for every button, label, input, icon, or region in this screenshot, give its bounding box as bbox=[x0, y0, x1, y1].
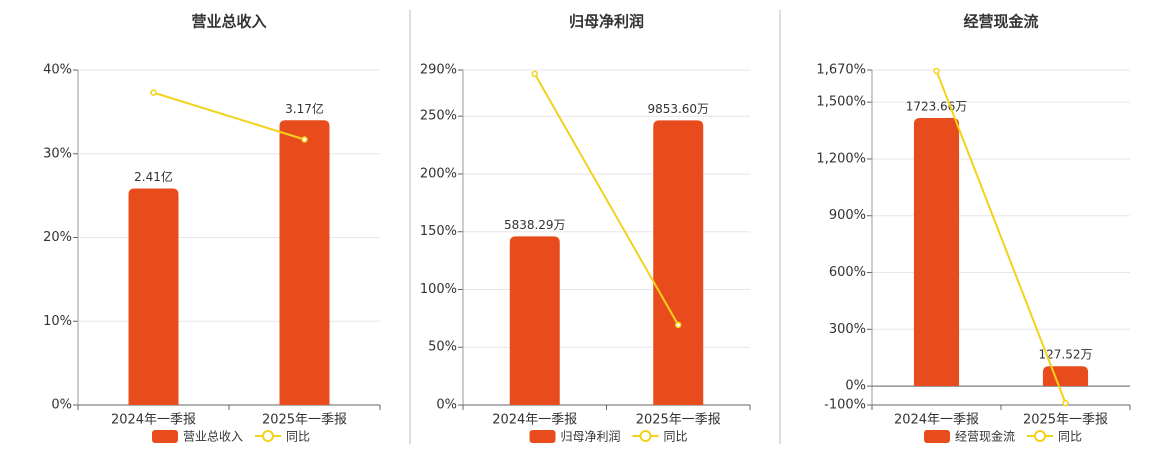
y-tick-label: 50% bbox=[428, 340, 457, 355]
bar bbox=[913, 117, 960, 387]
x-tick-label: 2025年一季报 bbox=[636, 413, 721, 428]
line-point bbox=[301, 136, 308, 143]
data-label: 1723.66万 bbox=[906, 99, 968, 113]
legend-swatch bbox=[529, 430, 556, 443]
y-tick-label: 40% bbox=[43, 63, 72, 78]
y-tick-label: 0% bbox=[845, 379, 866, 394]
legend-swatch bbox=[152, 430, 178, 443]
y-tick-label: 150% bbox=[420, 224, 457, 239]
x-tick-label: 2025年一季报 bbox=[262, 413, 347, 428]
x-tick-label: 2025年一季报 bbox=[1023, 413, 1108, 428]
legend-label: 营业总收入 bbox=[183, 430, 243, 444]
line-point bbox=[675, 321, 682, 329]
y-tick-label: 600% bbox=[829, 265, 866, 280]
data-label: 3.17亿 bbox=[285, 101, 324, 116]
bar bbox=[1042, 366, 1089, 387]
data-label: 9853.60万 bbox=[647, 102, 709, 116]
line-point bbox=[933, 67, 940, 75]
y-tick-label: 20% bbox=[43, 230, 72, 245]
y-tick-label: 900% bbox=[829, 208, 866, 223]
x-tick-label: 2024年一季报 bbox=[492, 413, 577, 428]
bar bbox=[128, 188, 179, 405]
legend-label: 同比 bbox=[1058, 430, 1082, 444]
chart-title: 营业总收入 bbox=[191, 13, 266, 31]
chart-title: 归母净利润 bbox=[569, 13, 644, 31]
chart-title: 经营现金流 bbox=[963, 13, 1038, 31]
y-tick-label: 1,670% bbox=[816, 63, 866, 78]
data-label: 2.41亿 bbox=[134, 169, 173, 184]
legend-swatch bbox=[639, 430, 652, 442]
legend-swatch bbox=[1034, 430, 1047, 442]
data-label: 127.52万 bbox=[1039, 348, 1093, 362]
line bbox=[533, 73, 680, 326]
y-tick-label: 250% bbox=[420, 109, 457, 124]
legend-swatch bbox=[262, 430, 275, 442]
bar bbox=[509, 236, 560, 405]
data-label: 5838.29万 bbox=[504, 218, 566, 232]
bar bbox=[653, 120, 704, 406]
legend-label: 同比 bbox=[286, 430, 310, 444]
y-tick-label: 200% bbox=[420, 166, 457, 181]
y-tick-label: -100% bbox=[824, 398, 866, 413]
bar bbox=[279, 120, 330, 405]
line bbox=[935, 70, 1067, 404]
legend-label: 归母净利润 bbox=[561, 430, 621, 444]
x-tick-label: 2024年一季报 bbox=[111, 413, 196, 428]
y-tick-label: 1,200% bbox=[816, 151, 866, 166]
line-point bbox=[1062, 399, 1069, 407]
y-tick-label: 30% bbox=[43, 146, 72, 161]
y-tick-label: 0% bbox=[51, 398, 72, 413]
y-tick-label: 100% bbox=[420, 282, 457, 297]
y-tick-label: 10% bbox=[43, 314, 72, 329]
x-tick-label: 2024年一季报 bbox=[894, 413, 979, 428]
y-tick-label: 290% bbox=[420, 63, 457, 78]
legend-swatch bbox=[924, 430, 950, 443]
line-point bbox=[150, 89, 157, 96]
y-tick-label: 1,500% bbox=[816, 95, 866, 110]
legend-label: 同比 bbox=[664, 430, 688, 444]
y-tick-label: 0% bbox=[436, 398, 457, 413]
legend-label: 经营现金流 bbox=[955, 429, 1015, 444]
y-tick-label: 300% bbox=[829, 322, 866, 337]
line-point bbox=[531, 70, 538, 78]
line bbox=[153, 91, 305, 141]
